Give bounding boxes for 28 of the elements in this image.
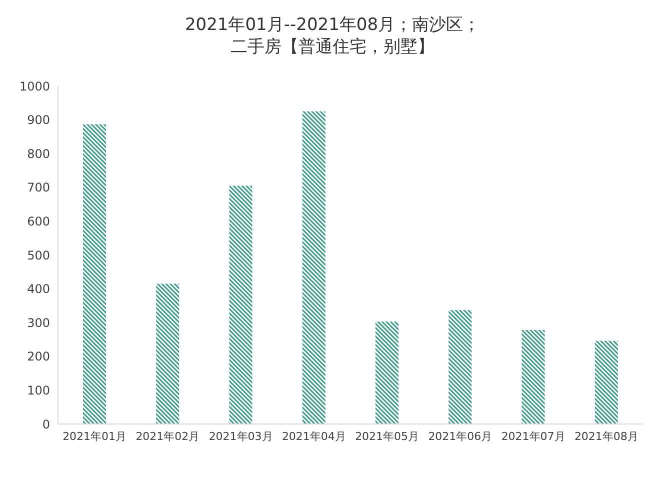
bar [376, 322, 398, 424]
x-tick-label: 2021年06月 [428, 430, 492, 443]
y-tick-label: 500 [27, 248, 50, 262]
y-tick-label: 1000 [19, 79, 50, 94]
y-tick-label: 0 [42, 417, 50, 432]
y-tick-label: 700 [27, 180, 50, 195]
chart-title: 2021年01月--2021年08月；南沙区；二手房【普通住宅，别墅】 [184, 14, 482, 58]
x-tick-label: 2021年02月 [136, 430, 200, 443]
bar [156, 284, 180, 424]
bar [229, 186, 252, 424]
y-tick-label: 100 [27, 383, 50, 398]
x-tick-label: 2021年05月 [355, 430, 420, 443]
y-tick-label: 400 [27, 282, 50, 296]
bar [83, 124, 106, 424]
x-tick-label: 2021年08月 [574, 430, 638, 443]
bar [302, 111, 326, 424]
bar [448, 310, 472, 424]
y-tick-label: 800 [27, 146, 50, 161]
y-tick-label: 300 [27, 316, 50, 330]
bar [594, 340, 618, 424]
y-tick-label: 600 [27, 214, 50, 228]
x-tick-label: 2021年07月 [501, 430, 566, 443]
y-tick-label: 200 [27, 350, 50, 364]
x-tick-label: 2021年01月 [62, 430, 127, 443]
x-tick-label: 2021年04月 [282, 430, 346, 443]
bar [522, 330, 545, 424]
y-tick-label: 900 [27, 113, 50, 128]
x-tick-label: 2021年03月 [208, 430, 273, 443]
